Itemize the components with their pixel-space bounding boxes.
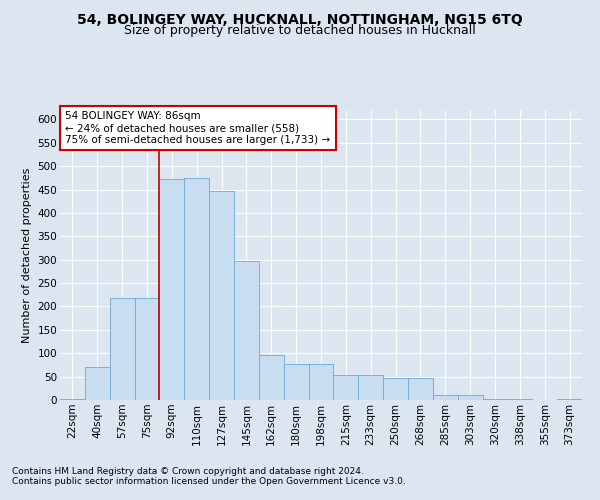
Bar xyxy=(234,261,259,400)
Bar xyxy=(160,179,184,400)
Bar xyxy=(508,398,532,400)
Bar xyxy=(60,398,85,400)
Bar xyxy=(110,298,134,400)
Bar xyxy=(408,378,433,400)
Bar xyxy=(383,378,408,400)
Bar xyxy=(209,191,234,400)
Text: Contains public sector information licensed under the Open Government Licence v3: Contains public sector information licen… xyxy=(12,477,406,486)
Y-axis label: Number of detached properties: Number of detached properties xyxy=(22,168,32,342)
Bar xyxy=(482,398,508,400)
Bar xyxy=(557,398,582,400)
Bar xyxy=(284,364,308,400)
Text: 54, BOLINGEY WAY, HUCKNALL, NOTTINGHAM, NG15 6TQ: 54, BOLINGEY WAY, HUCKNALL, NOTTINGHAM, … xyxy=(77,12,523,26)
Text: 54 BOLINGEY WAY: 86sqm
← 24% of detached houses are smaller (558)
75% of semi-de: 54 BOLINGEY WAY: 86sqm ← 24% of detached… xyxy=(65,112,331,144)
Bar xyxy=(259,355,284,400)
Bar xyxy=(433,396,458,400)
Bar xyxy=(334,374,358,400)
Bar xyxy=(458,396,482,400)
Bar xyxy=(358,374,383,400)
Bar xyxy=(134,298,160,400)
Bar xyxy=(184,178,209,400)
Bar xyxy=(308,364,334,400)
Bar xyxy=(85,368,110,400)
Text: Contains HM Land Registry data © Crown copyright and database right 2024.: Contains HM Land Registry data © Crown c… xyxy=(12,467,364,476)
Text: Size of property relative to detached houses in Hucknall: Size of property relative to detached ho… xyxy=(124,24,476,37)
